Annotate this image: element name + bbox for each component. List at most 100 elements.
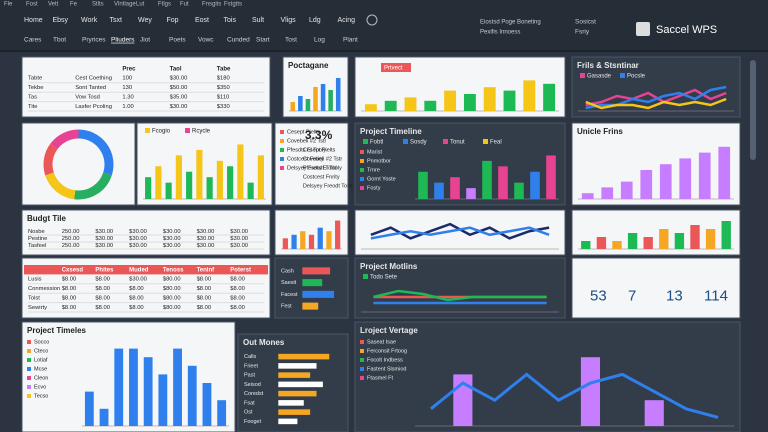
menu-item[interactable]: Fle (4, 2, 13, 8)
table-cell: $350 (217, 85, 230, 91)
item-bullet (360, 367, 364, 371)
bar (320, 84, 326, 111)
account-text[interactable]: Sosicst (575, 19, 596, 26)
tab-item[interactable]: Tost (285, 37, 297, 44)
tab-item[interactable]: Vowc (198, 37, 214, 44)
bar (523, 80, 536, 111)
stat-item: Costcest Fnrity (303, 174, 340, 180)
panel (21, 56, 271, 118)
table-cell: 250.00 (62, 243, 80, 249)
stat-item: Delsyey Freodt Tolld (303, 183, 353, 189)
menu-item[interactable]: Fut (180, 2, 189, 8)
menu-item[interactable]: Ftlgs (158, 2, 171, 8)
ribbon-item[interactable]: Sult (252, 17, 264, 24)
menu-item[interactable]: Fnsgits (202, 2, 221, 8)
series-line (585, 85, 727, 110)
bar (305, 99, 311, 111)
menu-item[interactable]: Fe (70, 2, 78, 8)
table-cell: Conmession (28, 286, 60, 292)
bar-label: Fsat (244, 400, 255, 406)
menu-item[interactable]: Vlntlage (114, 2, 136, 8)
ribbon-item[interactable]: Ldg (309, 17, 321, 24)
ribbon-icon[interactable] (366, 14, 378, 26)
legend-label: Feal (490, 140, 502, 146)
hbar (278, 363, 317, 369)
panel (21, 321, 236, 432)
app-name: Saccel WPS (656, 24, 717, 36)
ribbon-item[interactable]: Home (24, 17, 43, 24)
table-cell: $30.00 (230, 236, 248, 242)
item-label: Socco (34, 339, 49, 345)
bar (581, 241, 591, 249)
table-cell: $80.00 (163, 295, 181, 301)
bar (326, 231, 332, 249)
tab-item[interactable]: Start (256, 37, 270, 44)
menu-item[interactable]: Stlts (92, 2, 104, 8)
legend-label: Fcogio (152, 129, 171, 135)
ribbon-item[interactable]: Ebsy (53, 17, 69, 24)
table-cell: $30.00 (197, 243, 215, 249)
table-cell: $30.00 (170, 76, 188, 82)
ribbon-item[interactable]: Eost (195, 17, 209, 24)
hbar (302, 267, 331, 275)
tab-item[interactable]: Log (314, 37, 325, 44)
account-text[interactable]: Fsriy (575, 29, 590, 36)
table-cell: $30.00 (95, 236, 113, 242)
panel-title: Budgt Tile (27, 214, 67, 223)
bar (721, 221, 731, 249)
bar (317, 227, 323, 249)
bar (674, 233, 685, 249)
tab-item[interactable]: Pliuders (111, 37, 135, 44)
bar (335, 78, 341, 111)
donut-slice (50, 129, 79, 150)
tab-item[interactable]: Jiot (140, 37, 150, 44)
table-cell: $8.00 (197, 286, 212, 292)
panel (571, 122, 741, 206)
bar (718, 146, 731, 199)
stat-value: 3.3% (305, 128, 333, 142)
hbar (278, 400, 304, 406)
table-cell: $30.00 (129, 236, 147, 242)
menu-item[interactable]: Fost (26, 2, 38, 8)
table-cell: 1.30 (122, 94, 133, 100)
bar (282, 238, 288, 249)
bar (601, 187, 614, 199)
tag (381, 63, 411, 72)
item-label: Mcse (34, 366, 47, 372)
table-header: Phites (95, 267, 114, 273)
menu-item[interactable]: Lut (136, 2, 145, 8)
ribbon-item[interactable]: Acing (338, 17, 356, 24)
ribbon-item[interactable]: Tois (224, 17, 237, 24)
tab-item[interactable]: Pryrices (82, 37, 106, 44)
search-hint[interactable]: Eiostsd Poge Boneting (480, 20, 541, 26)
tab-item[interactable]: Poets (169, 37, 186, 44)
ribbon-item[interactable]: Work (81, 17, 98, 24)
ribbon-item[interactable]: Wey (138, 17, 152, 24)
tab-item[interactable]: Cares (24, 37, 42, 44)
scrollbar[interactable] (750, 60, 756, 160)
hbar (278, 372, 311, 378)
search-hint[interactable]: Pexifis Innoess (480, 30, 520, 36)
item-bullet (280, 139, 284, 143)
ribbon-item[interactable]: Tsxt (110, 17, 123, 24)
tab-item[interactable]: Tbot (53, 37, 66, 44)
bar (514, 182, 524, 199)
bar (308, 234, 315, 249)
bar (227, 166, 234, 199)
bar-label: Facest (281, 292, 298, 298)
bar (463, 94, 476, 111)
bar (335, 220, 341, 249)
hbar (278, 418, 298, 425)
item-bullet (360, 376, 364, 380)
item-bullet (360, 168, 364, 172)
menu-item[interactable]: Vett (48, 2, 59, 8)
table-cell: $8.00 (62, 305, 77, 311)
ribbon-item[interactable]: Vligs (281, 17, 297, 24)
ribbon-item[interactable]: Fop (167, 17, 179, 24)
tab-item[interactable]: Plant (343, 37, 358, 44)
tab-item[interactable]: Cunded (227, 37, 250, 44)
bar (217, 400, 227, 426)
item-bullet (27, 358, 31, 362)
menu-item[interactable]: Fstgtts (224, 2, 242, 8)
